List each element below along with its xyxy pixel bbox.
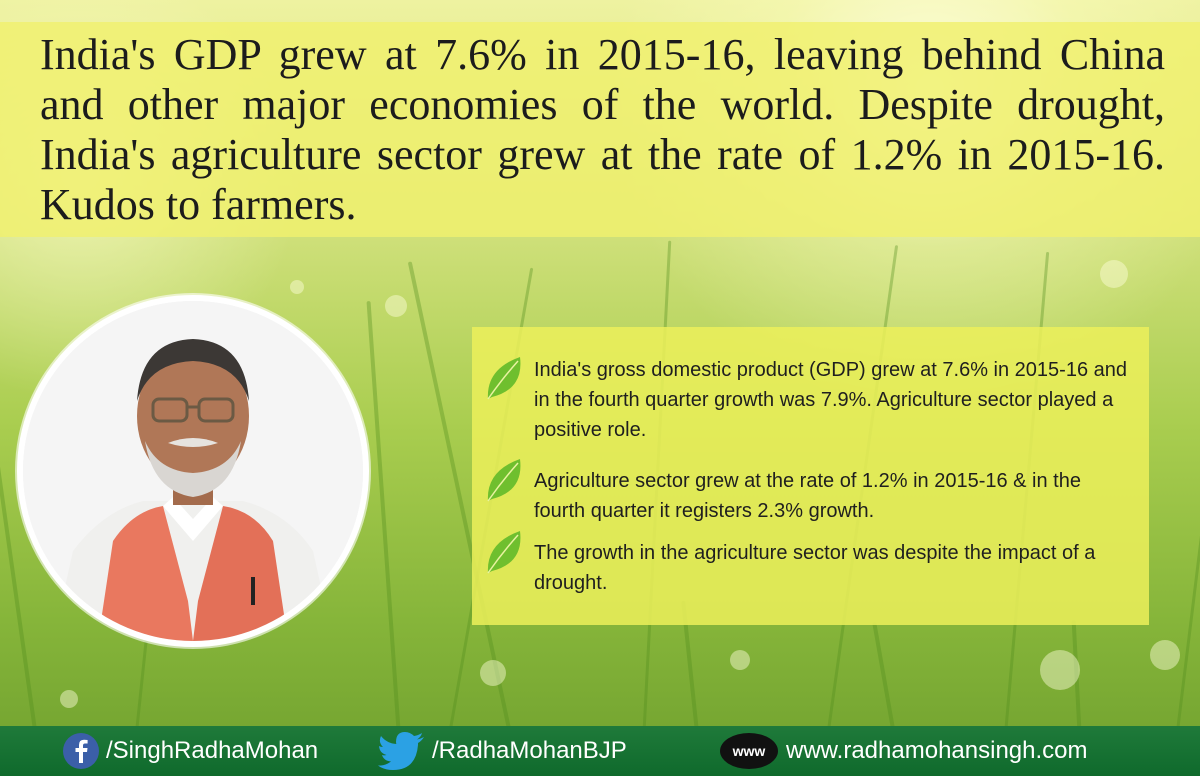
twitter-icon [378,732,424,770]
footer-bar: /SinghRadhaMohan /RadhaMohanBJP www www.… [0,726,1200,776]
person-illustration [23,301,363,641]
twitter-handle: /RadhaMohanBJP [432,737,627,764]
info-box: India's gross domestic product (GDP) gre… [472,327,1149,625]
www-icon: www [720,733,778,769]
leaf-icon [487,459,521,502]
facebook-link[interactable]: /SinghRadhaMohan [62,726,318,776]
facebook-handle: /SinghRadhaMohan [106,737,319,764]
facebook-icon [63,733,99,769]
bullet-gdp: India's gross domestic product (GDP) gre… [534,359,1128,441]
headline-band [0,22,1200,237]
website-url: www.radhamohansingh.com [786,737,1088,764]
headline: India's GDP grew at 7.6% in 2015-16, lea… [40,30,1165,229]
bullet-drought: The growth in the agriculture sector was… [534,542,1096,594]
bullet-agriculture: Agriculture sector grew at the rate of 1… [534,470,1081,522]
website-link[interactable]: www www.radhamohansingh.com [720,726,1088,776]
twitter-link[interactable]: /RadhaMohanBJP [378,726,627,776]
portrait-photo [17,295,369,647]
www-label: www [732,743,766,759]
leaf-icon [487,531,521,574]
leaf-icon [487,357,521,400]
